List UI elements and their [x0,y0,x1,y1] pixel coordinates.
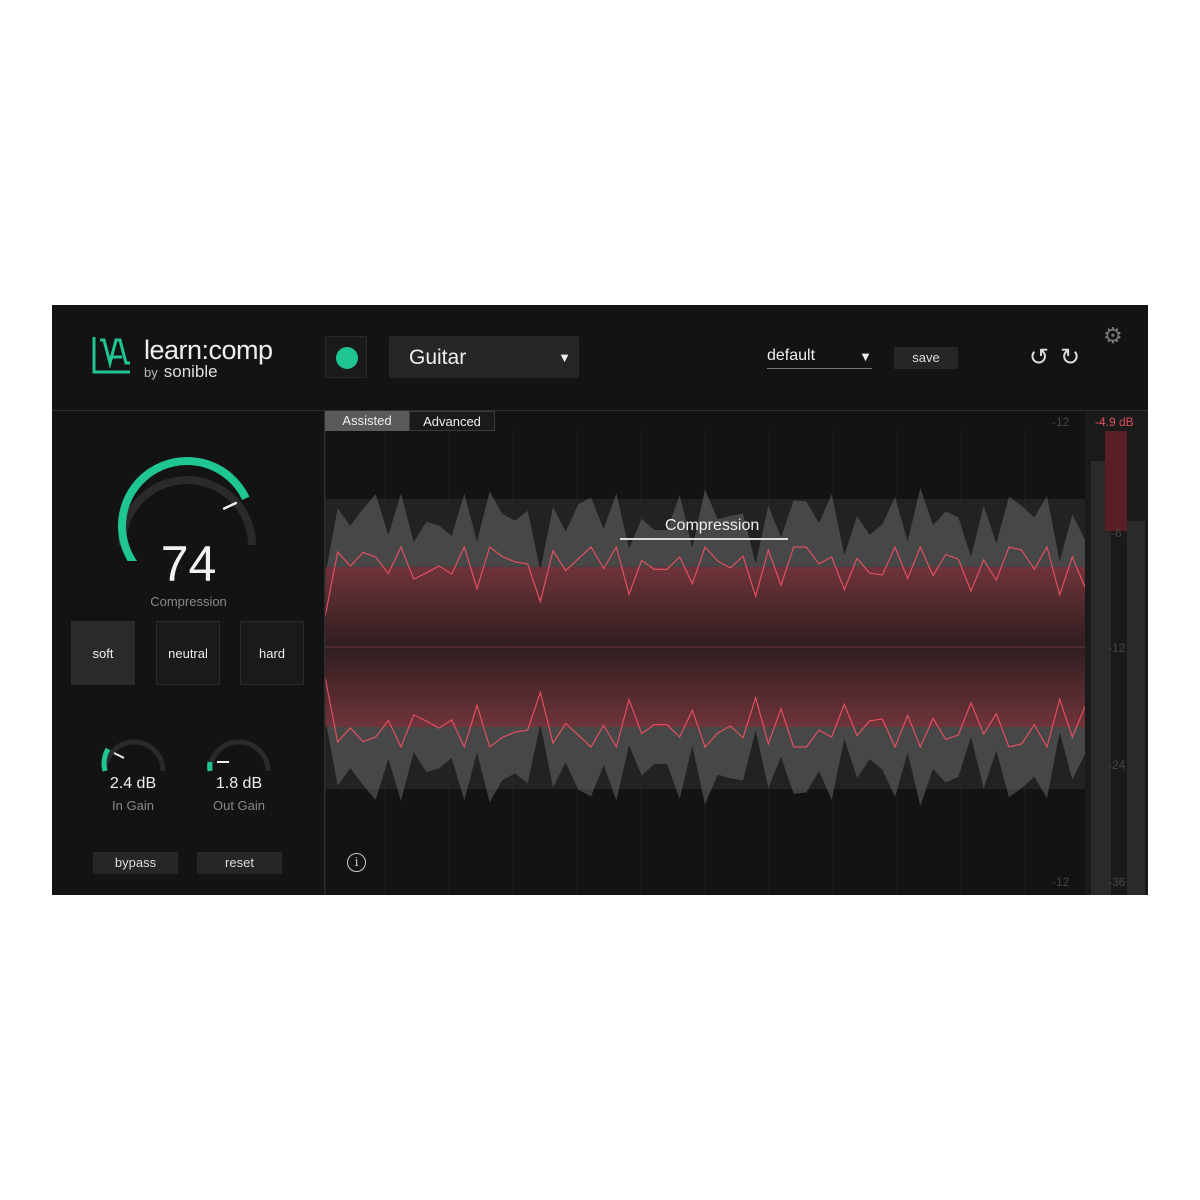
learncomp-logo-icon [92,337,130,374]
input-meter [1091,461,1111,895]
out-gain-value: 1.8 dB [215,775,263,792]
mode-neutral-button[interactable]: neutral [156,621,220,685]
left-panel: 74 Compression soft neutral hard 2.4 dB … [52,411,325,895]
compression-overlay-line[interactable] [620,538,788,540]
out-gain-label: Out Gain [212,798,266,813]
profile-dropdown[interactable]: Guitar ▼ [389,336,579,378]
output-envelope-top [325,545,1086,618]
mode-hard-button[interactable]: hard [240,621,304,685]
compression-overlay-label: Compression [665,517,760,534]
undo-icon[interactable]: ↺ [1029,344,1050,371]
scale-label: -12 [1108,641,1126,655]
waveform-graph [325,411,1148,895]
brand-name: sonible [163,362,218,381]
profile-value: Guitar [409,346,467,369]
scale-label: -36 [1108,875,1126,889]
out-gain-knob[interactable] [205,727,273,777]
in-gain-knob[interactable] [100,727,168,777]
waveform-display: Assisted Advanced Compression i -12 -12 … [325,411,1148,895]
tab-advanced[interactable]: Advanced [409,411,495,431]
output-meter [1127,521,1145,895]
chevron-down-icon: ▼ [558,350,571,365]
power-button[interactable] [325,336,367,378]
plugin-window: learn:comp by sonible Guitar ▼ default ▼ sa… [52,305,1148,895]
scale-label: -12 [1052,875,1070,889]
reset-button[interactable]: reset [197,852,282,874]
scale-label: -12 [1052,415,1070,429]
by-label: by [144,365,158,380]
gear-icon[interactable]: ⚙ [1103,323,1123,348]
bypass-button[interactable]: bypass [93,852,178,874]
scale-label: -6 [1111,526,1122,540]
app-title: learn:comp [144,335,273,365]
info-icon[interactable]: i [347,853,366,872]
brand: by sonible [144,362,218,382]
tab-assisted[interactable]: Assisted [325,411,409,431]
preset-value: default [767,347,816,364]
compression-value: 74 [160,536,217,592]
gain-reduction-meter [1105,431,1127,531]
power-indicator-icon [336,347,358,369]
in-gain-value: 2.4 dB [109,775,157,792]
output-envelope-bottom [325,676,1086,749]
meter-reading: -4.9 dB [1095,415,1134,429]
chevron-down-icon: ▼ [859,349,872,364]
preset-dropdown[interactable]: default ▼ [767,347,872,369]
compression-label: Compression [150,594,227,609]
header: learn:comp by sonible Guitar ▼ default ▼ sa… [52,305,1148,411]
scale-label: -24 [1108,758,1126,772]
redo-icon[interactable]: ↻ [1060,344,1081,371]
in-gain-label: In Gain [112,798,154,813]
mode-soft-button[interactable]: soft [71,621,135,685]
save-button[interactable]: save [894,347,958,369]
compression-knob[interactable] [112,451,262,561]
